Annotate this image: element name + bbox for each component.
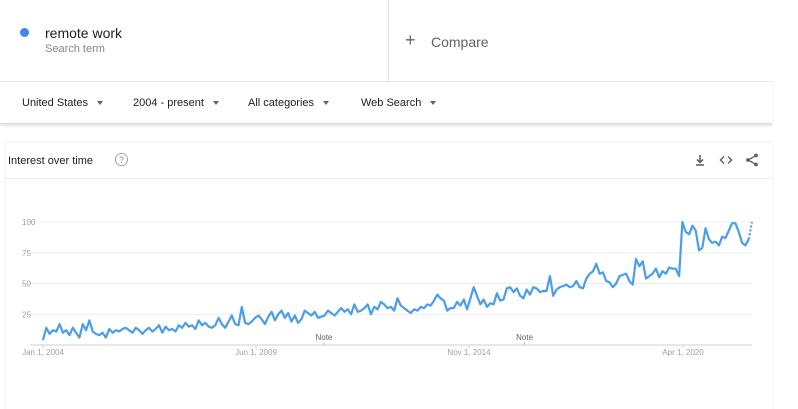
y-tick-label: 25 (22, 310, 31, 319)
card-header: Interest over time (6, 143, 772, 179)
caret-down-icon (97, 101, 104, 105)
x-tick-label: Jun 1, 2009 (235, 348, 277, 357)
note-label: Note (516, 333, 533, 342)
y-tick-label: 100 (22, 218, 36, 227)
filter-time-range[interactable]: 2004 - present (133, 97, 219, 109)
download-icon[interactable] (692, 152, 708, 168)
help-icon[interactable] (114, 152, 129, 167)
share-icon[interactable] (744, 152, 760, 168)
filter-category-label: All categories (248, 97, 315, 109)
filters-bar: United States 2004 - present All categor… (0, 82, 772, 124)
y-tick-label: 50 (22, 280, 31, 289)
caret-down-icon (430, 101, 437, 105)
search-term-card[interactable]: remote work Search term (0, 0, 389, 82)
embed-icon[interactable] (718, 152, 734, 168)
series-line-remote-work (41, 220, 750, 341)
x-tick-label: Nov 1, 2014 (447, 348, 491, 357)
y-tick-label: 75 (22, 249, 31, 258)
filter-time-range-label: 2004 - present (133, 97, 204, 109)
series-partial-segment (747, 221, 754, 240)
x-tick-label: Jan 1, 2004 (22, 348, 64, 357)
compare-button[interactable]: + Compare (389, 0, 772, 82)
caret-down-icon (323, 101, 330, 105)
x-tick-label: Apr 1, 2020 (662, 348, 704, 357)
compare-label: Compare (431, 34, 489, 50)
note-label: Note (315, 333, 332, 342)
filter-search-type-label: Web Search (361, 97, 422, 109)
interest-over-time-card: Interest over time (6, 143, 772, 409)
filter-search-type[interactable]: Web Search (361, 97, 437, 109)
filter-region-label: United States (22, 97, 89, 109)
term-color-dot (20, 28, 29, 37)
filter-region[interactable]: United States (22, 97, 104, 109)
filter-category[interactable]: All categories (248, 97, 330, 109)
search-term-name[interactable]: remote work (45, 25, 123, 41)
card-title: Interest over time (8, 155, 93, 167)
caret-down-icon (212, 101, 219, 105)
search-term-bar: remote work Search term + Compare (0, 0, 772, 82)
plus-icon: + (405, 30, 416, 50)
search-term-subtitle: Search term (45, 43, 105, 55)
